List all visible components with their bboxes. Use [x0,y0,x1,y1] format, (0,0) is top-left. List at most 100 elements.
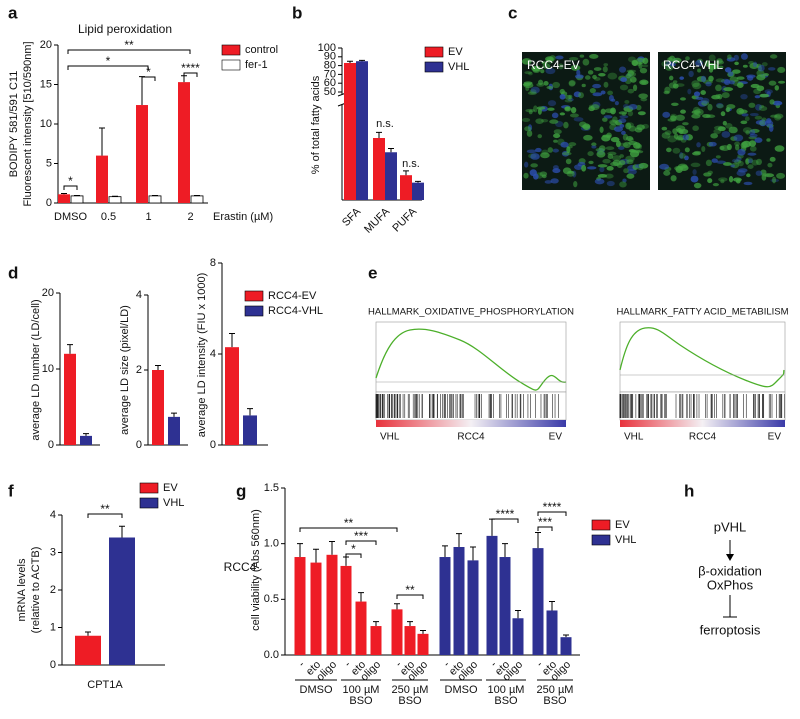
significance-bracket [396,594,424,599]
error-bar [376,131,382,138]
significance-label: * [146,65,151,79]
legend-label: RCC4-EV [268,290,317,302]
cell [737,160,744,167]
cell [747,75,754,81]
cell [584,75,591,80]
bar [96,155,108,203]
legend-swatch [244,305,264,317]
x-tick-label: - [393,658,404,669]
cell [547,107,555,111]
cell [528,109,533,115]
cell [772,176,777,184]
cell [680,97,686,101]
bar [58,194,70,203]
cell [611,98,616,102]
cell [570,107,577,114]
cell [530,86,540,94]
cell [533,105,538,113]
cell [619,66,627,73]
legend-swatch [139,482,159,494]
cell [716,102,724,108]
y-tick-label: 2 [136,364,142,376]
cell [735,178,741,184]
error-bar [407,621,413,627]
y-tick-label: 0 [48,439,54,451]
error-bar [535,532,541,549]
cell [715,155,721,159]
cell [696,142,701,148]
cell [678,129,684,135]
y-axis-label: Fluorescent intensity [510/590nm] [22,41,34,206]
y-tick-label: 10 [42,363,54,375]
cell [549,119,559,124]
y-tick-label: 1.5 [264,482,279,494]
cell [754,95,761,99]
cell [710,133,719,139]
cell [746,173,751,178]
cell [604,173,614,179]
cell [613,126,623,132]
cell [573,91,582,98]
error-bar [61,193,67,195]
cell [610,136,620,143]
y-axis-label: average LD number (LD/cell) [30,299,42,440]
cell [659,163,670,170]
significance-label: **** [181,61,200,75]
error-bar [470,546,476,561]
cell [768,80,777,86]
legend-swatch [221,59,241,71]
cell [592,83,602,89]
cell [774,85,780,91]
cell [691,80,700,88]
cell [728,176,734,183]
x-tick-label: DMSO [54,211,87,223]
cell [581,164,587,172]
cell [600,90,606,95]
cell [590,104,600,111]
cell [589,87,596,94]
cell [778,80,786,84]
cell [524,161,529,168]
cell [535,118,544,124]
cell [640,97,648,102]
error-bar [502,543,508,558]
error-bar [171,412,177,417]
cell [754,137,763,143]
legend-label: EV [615,519,630,531]
y-tick-label: 0 [136,439,142,451]
group-label: BSO [398,695,422,707]
cell [708,141,717,147]
cell [707,178,713,184]
cell [602,134,612,138]
cell [602,66,608,73]
legend-swatch [139,497,159,509]
x-tick-label: MUFA [362,205,393,236]
significance-bracket [141,76,156,81]
cell [715,93,720,99]
significance-label: ** [124,38,134,52]
bar [356,61,368,201]
cell [642,123,649,129]
cell [703,172,712,177]
cell [619,154,624,158]
cell [623,141,631,149]
cell [570,64,581,71]
significance-bracket [345,540,377,545]
significance-bracket [87,513,123,518]
cell [537,107,542,115]
significance-bracket [67,65,149,70]
cell [537,134,543,139]
bar [412,182,424,200]
cell [764,173,775,178]
y-tick-label: 80 [324,60,336,72]
cell [597,173,608,178]
cell [605,146,615,151]
cell [759,93,770,98]
error-bar [415,180,421,183]
cell [552,168,561,174]
cell [734,61,739,66]
y-axis-label: average LD intensity (FIU x 1000) [196,273,208,437]
cell [728,71,734,77]
x-tick-label: 1 [145,211,151,223]
cell [564,94,572,100]
